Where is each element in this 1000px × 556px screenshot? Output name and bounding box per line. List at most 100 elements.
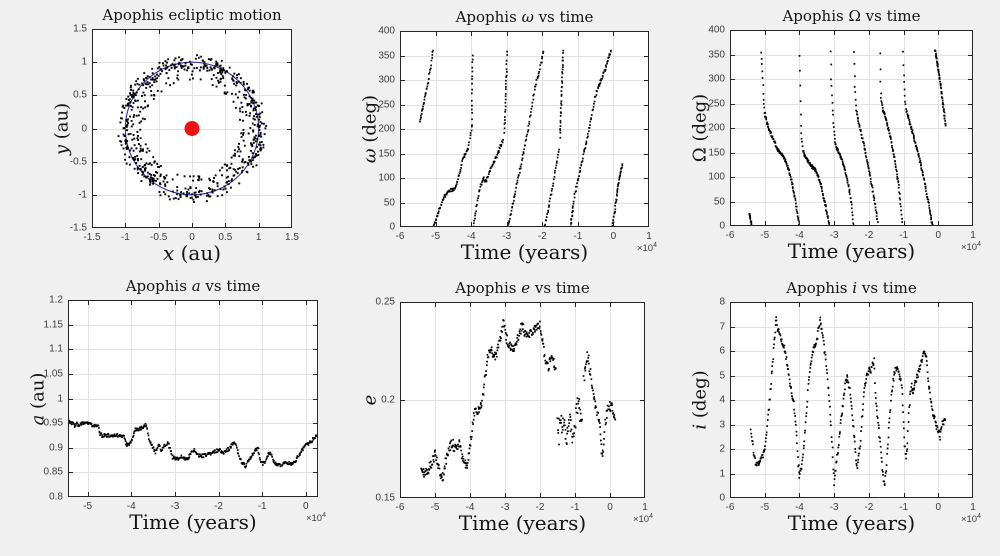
y-tick-label: 350 — [708, 49, 725, 60]
x-tick-label: 0 — [935, 502, 942, 513]
y-tick-label: 0 — [81, 123, 87, 134]
plot-raan-vs-time: Apophis Ω vs time Ω (deg) Time (years) ×… — [690, 7, 982, 263]
y-tick-label: 50 — [713, 196, 725, 207]
y-tick-label: 0 — [719, 220, 725, 232]
plot-canvas — [92, 29, 292, 228]
plot-canvas — [68, 300, 318, 497]
x-axis-label: Time (years) — [458, 511, 587, 535]
x-tick-label: -1 — [899, 230, 909, 241]
x-tick-label: -1 — [120, 232, 130, 243]
plot-ecliptic-motion: Apophis ecliptic motion y (au) x (au) -1… — [52, 6, 299, 265]
x-tick-label: -2 — [864, 502, 874, 513]
x-tick-label: -5 — [431, 231, 441, 242]
x-axis-label: Time (years) — [787, 239, 916, 263]
x-axis-label: Time (years) — [787, 511, 916, 535]
x-tick-label: -1.5 — [83, 232, 101, 243]
x-tick-label: -6 — [395, 231, 405, 242]
y-tick-label: 0.8 — [49, 491, 63, 503]
x-tick-label: -4 — [126, 501, 136, 512]
x-tick-label: -3 — [500, 502, 510, 513]
x-axis-label: Time (years) — [129, 510, 257, 534]
plot-title: Apophis Ω vs time — [782, 7, 921, 25]
x-tick-label: 1 — [970, 502, 976, 513]
x-tick-label: 0 — [610, 231, 617, 242]
x-tick-label: -1 — [573, 231, 583, 242]
x-tick-label: 1.5 — [285, 232, 299, 243]
y-tick-label: 150 — [378, 148, 395, 159]
y-tick-label: -0.5 — [69, 156, 87, 168]
x-tick-label: 1 — [255, 232, 262, 243]
x-tick-label: -6 — [725, 502, 735, 513]
y-tick-label: 1.1 — [49, 343, 63, 355]
x-axis-label: Time (years) — [460, 240, 589, 264]
plot-canvas — [730, 30, 973, 226]
y-tick-label: 400 — [708, 24, 725, 36]
y-tick-label: 6 — [719, 345, 725, 357]
x-tick-label: -3 — [170, 501, 180, 512]
x-tick-label: -6 — [725, 230, 735, 241]
x-tick-label: 1 — [970, 230, 976, 241]
axis-exponent-label: ×104 — [960, 513, 981, 526]
x-tick-label: 1 — [646, 231, 652, 242]
y-tick-label: 400 — [378, 25, 395, 37]
y-axis-label: e — [359, 394, 381, 406]
y-tick-label: 3 — [719, 419, 725, 430]
plot-semimajor-axis-vs-time: Apophis a vs time a (au) Time (years) ×1… — [28, 277, 327, 534]
x-tick-label: -5 — [430, 502, 440, 513]
plot-canvas — [730, 302, 973, 498]
y-tick-label: 5 — [719, 370, 725, 381]
y-tick-label: 0.15 — [375, 492, 395, 504]
x-tick-label: -3 — [829, 502, 839, 513]
plot-title: Apophis ω vs time — [455, 8, 594, 26]
x-tick-label: 0 — [189, 232, 195, 243]
y-tick-label: 1 — [57, 393, 63, 404]
y-tick-label: 250 — [708, 98, 725, 109]
y-tick-label: 0 — [389, 221, 395, 233]
x-tick-label: -2 — [214, 501, 223, 512]
x-tick-label: -6 — [395, 502, 405, 513]
y-tick-label: 1.05 — [43, 368, 63, 380]
x-tick-label: 0 — [607, 502, 613, 513]
y-tick-label: 100 — [708, 171, 725, 183]
y-tick-label: -1 — [78, 189, 87, 201]
y-tick-label: 200 — [378, 123, 395, 135]
plot-title: Apophis ecliptic motion — [102, 6, 282, 24]
x-tick-label: -3 — [502, 231, 512, 242]
y-tick-label: 1.2 — [49, 294, 63, 306]
x-tick-label: -3 — [829, 230, 839, 241]
x-tick-label: -1 — [899, 502, 909, 513]
y-tick-label: 1 — [719, 468, 725, 479]
plot-title: Apophis i vs time — [786, 279, 917, 297]
y-axis-label: y (au) — [51, 102, 73, 155]
plot-canvas — [400, 302, 645, 498]
y-tick-label: 100 — [378, 172, 395, 184]
y-tick-label: 200 — [708, 122, 725, 134]
y-tick-label: 1.5 — [73, 23, 87, 35]
y-tick-label: 0.2 — [381, 394, 395, 406]
x-tick-label: -4 — [466, 231, 476, 242]
x-axis-label: x (au) — [162, 241, 222, 265]
y-tick-label: 2 — [719, 443, 725, 455]
x-tick-label: -1 — [257, 501, 267, 512]
axis-exponent-label: ×104 — [636, 242, 657, 255]
y-tick-label: 350 — [378, 50, 395, 61]
x-tick-label: -4 — [794, 502, 804, 513]
y-tick-label: 1.15 — [43, 319, 63, 331]
y-tick-label: 300 — [708, 73, 725, 85]
y-tick-label: 1 — [81, 56, 87, 68]
x-tick-label: 0 — [303, 501, 309, 512]
x-tick-label: -5 — [83, 501, 93, 512]
y-tick-label: 4 — [719, 394, 725, 406]
x-tick-label: -0.5 — [150, 232, 168, 243]
y-tick-label: 8 — [719, 296, 725, 308]
axis-exponent-label: ×104 — [960, 241, 981, 254]
plot-canvas — [400, 31, 649, 227]
y-tick-label: -1.5 — [69, 222, 87, 234]
plot-eccentricity-vs-time: Apophis e vs time e Time (years) ×104 -6… — [360, 279, 654, 535]
x-tick-label: -5 — [760, 502, 770, 513]
y-tick-label: 150 — [708, 147, 725, 158]
x-tick-label: 0 — [935, 230, 942, 241]
plot-title: Apophis a vs time — [125, 277, 261, 295]
x-tick-label: -5 — [760, 230, 770, 241]
